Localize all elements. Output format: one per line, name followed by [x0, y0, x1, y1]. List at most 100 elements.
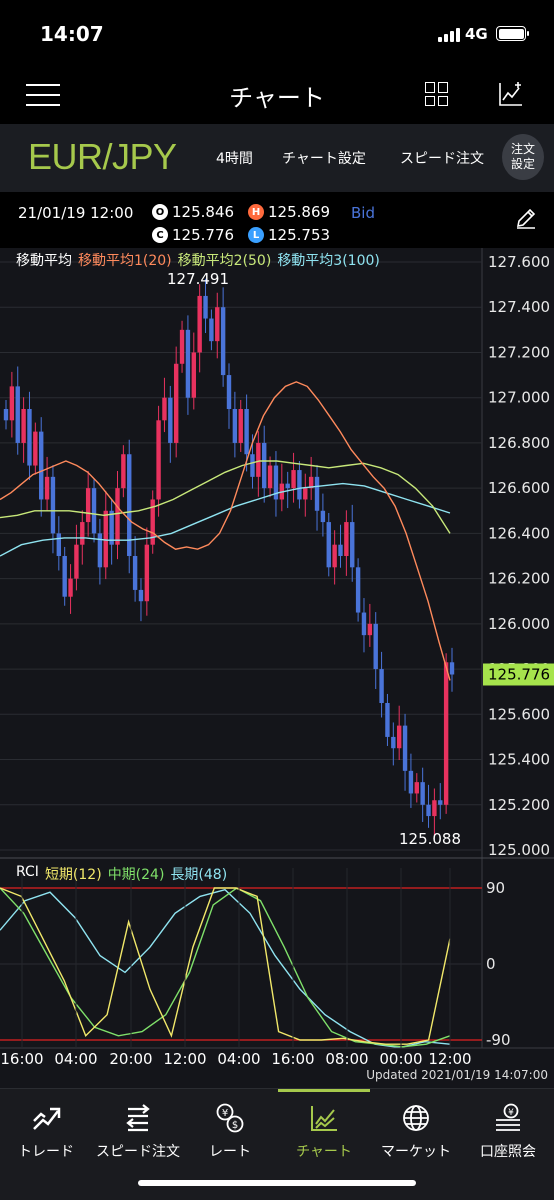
network-label: 4G [465, 25, 488, 43]
candle-body [179, 329, 185, 364]
ohlc-info: 21/01/19 12:00 O 125.846 H 125.869 C 125… [0, 192, 554, 248]
price-chart[interactable]: 127.600 127.400 127.200 127.000 126.800 126.6… [0, 248, 554, 1088]
price-axis-label: 127.200 [488, 343, 550, 361]
price-axis-label: 125.600 [488, 705, 550, 723]
signal-icon [438, 28, 460, 42]
chart-area[interactable]: 127.600 127.400 127.200 127.000 126.800 126.6… [0, 248, 554, 1088]
order-settings-line2: 設定 [510, 157, 535, 171]
open-badge-icon: O [152, 204, 168, 220]
price-axis-label: 125.000 [488, 841, 550, 859]
tab-account[interactable]: ¥ 口座照会 [462, 1089, 554, 1200]
ma3-line [0, 482, 451, 557]
candle-body [373, 623, 378, 670]
candle-body [273, 465, 279, 500]
low-price: 125.753 [268, 226, 331, 244]
candle-body [420, 782, 425, 805]
pencil-icon[interactable] [514, 206, 538, 230]
price-axis-label: 126.800 [488, 434, 550, 452]
rci-legend: RCI 短期(12) 中期(24) 長期(48) [16, 864, 227, 884]
candle-body [168, 397, 173, 443]
chart-icon [311, 1106, 337, 1131]
high-price-label: 127.491 [167, 270, 229, 288]
speed-order-button[interactable]: スピード注文 [400, 151, 484, 167]
candle-body [44, 476, 50, 500]
symbol-bar: EUR/JPY 4時間 チャート設定 スピード注文 注文 設定 [0, 124, 554, 192]
price-axis-label: 126.600 [488, 479, 550, 497]
order-settings-button[interactable]: 注文 設定 [502, 134, 544, 180]
candle-body [74, 544, 79, 579]
candle-body [80, 522, 85, 545]
price-axis-label: 127.000 [488, 389, 550, 407]
time-axis-label: 16:00 [0, 1050, 43, 1068]
ma1-line [0, 381, 451, 681]
ma2-line [0, 460, 451, 534]
candle-body [197, 295, 202, 353]
tab-market[interactable]: マーケット [370, 1089, 462, 1200]
high-price: 125.869 [268, 203, 331, 221]
chart-settings-button[interactable]: チャート設定 [282, 151, 366, 167]
nav-bar: チャート [0, 66, 554, 124]
candle-body [215, 307, 220, 342]
candle-body [209, 318, 214, 342]
menu-icon[interactable] [26, 84, 60, 106]
tab-rate-label: レート [209, 1144, 251, 1160]
candle-body [115, 488, 120, 545]
tab-speed-order[interactable]: スピード注文 [92, 1089, 184, 1200]
close-value: C 125.776 [152, 226, 234, 244]
candle-body [402, 725, 408, 771]
tab-rate[interactable]: ¥ $ レート [184, 1089, 276, 1200]
account-icon: ¥ [496, 1103, 520, 1131]
price-axis-label: 126.400 [488, 524, 550, 542]
currency-pair[interactable]: EUR/JPY [28, 136, 177, 177]
candle-body [355, 567, 361, 613]
candle-body [121, 454, 126, 489]
candle-body [68, 578, 73, 597]
speed-order-icon [126, 1104, 150, 1132]
tab-account-label: 口座照会 [480, 1144, 536, 1160]
close-price: 125.776 [172, 226, 235, 244]
trend-up-icon [33, 1107, 61, 1130]
candle-body [238, 409, 243, 443]
price-axis-label: 127.600 [488, 253, 550, 271]
candle-body [391, 736, 396, 749]
rci-long-legend: 長期(48) [170, 867, 228, 883]
candle-body [191, 352, 196, 398]
tab-chart[interactable]: チャート [278, 1089, 370, 1200]
status-bar: 14:07 4G [0, 0, 554, 66]
tab-speed-order-label: スピード注文 [96, 1144, 180, 1160]
candle-body [3, 409, 9, 421]
candle-body [297, 470, 302, 500]
candle-body [303, 488, 308, 500]
tab-trade[interactable]: トレード [0, 1089, 92, 1200]
candle-body [9, 386, 15, 421]
time-axis-label: 16:00 [271, 1050, 314, 1068]
active-tab-indicator [278, 1089, 370, 1092]
time-axis-label: 04:00 [54, 1050, 97, 1068]
updated-timestamp: Updated 2021/01/19 14:07:00 [366, 1068, 548, 1082]
rate-currency-icon: ¥ $ [216, 1103, 244, 1133]
candle-body [414, 782, 419, 794]
candle-body [244, 409, 249, 455]
candle-body [21, 409, 26, 443]
candle-body [50, 476, 56, 534]
layout-grid-icon[interactable] [425, 82, 449, 106]
add-indicator-icon[interactable] [497, 80, 525, 108]
high-badge-icon: H [248, 204, 264, 220]
timeframe-button[interactable]: 4時間 [216, 151, 253, 167]
open-price: 125.846 [172, 203, 235, 221]
status-time: 14:07 [40, 22, 104, 46]
candle-body [156, 420, 161, 500]
tab-market-label: マーケット [381, 1144, 451, 1160]
current-price-label: 125.776 [488, 666, 550, 684]
svg-text:$: $ [232, 1120, 238, 1131]
price-type[interactable]: Bid [351, 204, 375, 222]
candle-body [385, 703, 390, 737]
candle-body [203, 295, 208, 319]
candle-body [97, 533, 103, 568]
candle-body [396, 725, 402, 749]
candle-body [438, 800, 443, 805]
low-price-label: 125.088 [399, 830, 461, 848]
candle-body [291, 470, 296, 489]
high-value: H 125.869 [248, 203, 330, 221]
time-axis-label: 08:00 [325, 1050, 368, 1068]
